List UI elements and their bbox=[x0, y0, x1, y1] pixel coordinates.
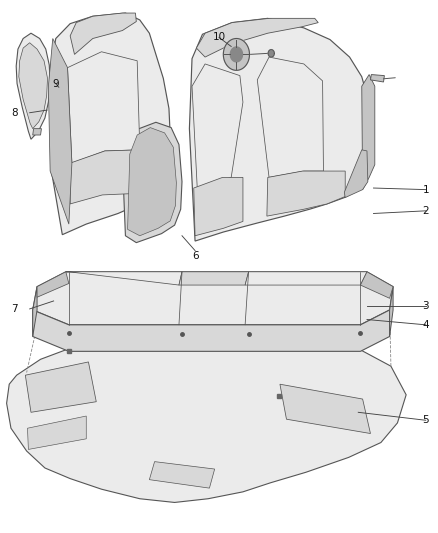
Polygon shape bbox=[189, 18, 371, 241]
Polygon shape bbox=[70, 150, 140, 204]
Polygon shape bbox=[149, 462, 215, 488]
Polygon shape bbox=[223, 38, 250, 70]
Polygon shape bbox=[123, 122, 182, 243]
Polygon shape bbox=[66, 272, 182, 285]
Polygon shape bbox=[19, 43, 47, 128]
Polygon shape bbox=[127, 127, 177, 236]
Polygon shape bbox=[268, 50, 274, 57]
Text: 3: 3 bbox=[422, 301, 429, 311]
Text: 8: 8 bbox=[11, 108, 18, 118]
Text: 2: 2 bbox=[422, 206, 429, 216]
Polygon shape bbox=[50, 13, 171, 235]
Polygon shape bbox=[48, 38, 72, 224]
Polygon shape bbox=[192, 64, 243, 188]
Polygon shape bbox=[179, 272, 249, 285]
Polygon shape bbox=[7, 349, 406, 503]
Polygon shape bbox=[230, 47, 243, 62]
Text: 9: 9 bbox=[53, 78, 59, 88]
Polygon shape bbox=[194, 177, 243, 236]
Polygon shape bbox=[257, 57, 323, 177]
Text: 6: 6 bbox=[192, 251, 198, 261]
Polygon shape bbox=[33, 128, 42, 135]
Polygon shape bbox=[362, 75, 375, 190]
Polygon shape bbox=[25, 362, 96, 413]
Text: 5: 5 bbox=[422, 415, 429, 425]
Polygon shape bbox=[267, 171, 345, 216]
Polygon shape bbox=[280, 384, 371, 433]
Polygon shape bbox=[70, 13, 136, 54]
Polygon shape bbox=[37, 272, 69, 297]
Text: 1: 1 bbox=[422, 184, 429, 195]
Polygon shape bbox=[33, 272, 393, 325]
Polygon shape bbox=[360, 272, 393, 298]
Polygon shape bbox=[67, 52, 140, 163]
Polygon shape bbox=[16, 33, 50, 139]
Polygon shape bbox=[390, 287, 393, 336]
Polygon shape bbox=[245, 272, 367, 285]
Polygon shape bbox=[344, 150, 368, 198]
Text: 4: 4 bbox=[422, 320, 429, 330]
Text: 10: 10 bbox=[212, 33, 226, 43]
Text: 7: 7 bbox=[11, 304, 18, 314]
Polygon shape bbox=[196, 18, 318, 57]
Polygon shape bbox=[33, 287, 37, 336]
Polygon shape bbox=[33, 310, 390, 351]
Polygon shape bbox=[28, 416, 86, 449]
Polygon shape bbox=[371, 75, 385, 82]
